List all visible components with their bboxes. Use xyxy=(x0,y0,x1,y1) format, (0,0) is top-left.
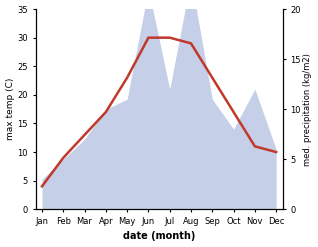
X-axis label: date (month): date (month) xyxy=(123,231,195,242)
Y-axis label: med. precipitation (kg/m2): med. precipitation (kg/m2) xyxy=(303,53,313,165)
Y-axis label: max temp (C): max temp (C) xyxy=(5,78,15,140)
